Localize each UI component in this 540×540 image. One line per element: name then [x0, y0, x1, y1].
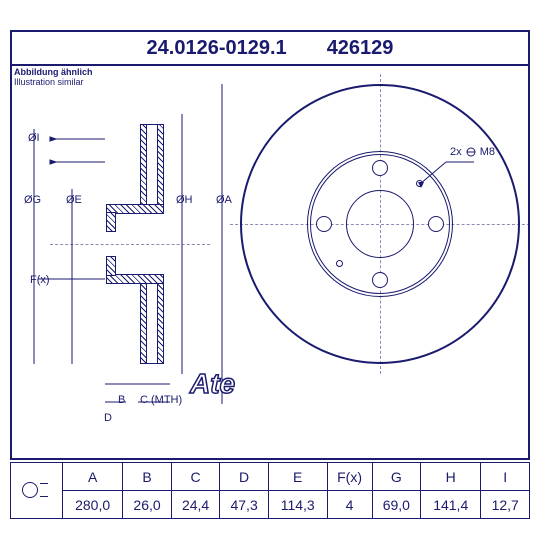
- bolt-hole: [372, 160, 388, 176]
- index-hole: [336, 260, 343, 267]
- col-val: 280,0: [63, 491, 123, 519]
- bolt-size: M8: [480, 146, 495, 158]
- col-head: B: [123, 463, 172, 491]
- col-val: 24,4: [171, 491, 220, 519]
- disc-icon: [22, 480, 52, 498]
- col-head: I: [481, 463, 530, 491]
- bolt-hole: [372, 272, 388, 288]
- table-header-row: A B C D E F(x) G H I: [11, 463, 530, 491]
- title-row: 24.0126-0129.1 426129: [12, 32, 528, 66]
- col-val: 69,0: [372, 491, 421, 519]
- col-head: D: [220, 463, 269, 491]
- col-val: 141,4: [421, 491, 481, 519]
- bolt-hole: [428, 216, 444, 232]
- part-number: 24.0126-0129.1: [147, 37, 287, 60]
- col-head: F(x): [327, 463, 372, 491]
- table-value-row: 280,0 26,0 24,4 47,3 114,3 4 69,0 141,4 …: [11, 491, 530, 519]
- col-head: C: [171, 463, 220, 491]
- spec-table: A B C D E F(x) G H I 280,0 26,0 24,4 47,…: [10, 462, 530, 519]
- col-val: 12,7: [481, 491, 530, 519]
- col-head: A: [63, 463, 123, 491]
- col-head: H: [421, 463, 481, 491]
- col-head: G: [372, 463, 421, 491]
- disc-icon-cell: [11, 463, 63, 519]
- diagram-area: ØI ØG ØE ØH ØA F(x) B D C (MTH): [10, 64, 530, 460]
- col-head: E: [268, 463, 327, 491]
- col-val: 47,3: [220, 491, 269, 519]
- bolt-hole: [316, 216, 332, 232]
- bolt-count: 2x: [450, 146, 462, 158]
- col-val: 114,3: [268, 491, 327, 519]
- bolt-icon: [465, 146, 477, 158]
- col-val: 4: [327, 491, 372, 519]
- col-val: 26,0: [123, 491, 172, 519]
- disc-bore-circle: [346, 190, 414, 258]
- ref-number: 426129: [327, 37, 394, 60]
- face-view: 2x M8: [240, 84, 520, 364]
- brand-logo: Ate: [190, 368, 235, 400]
